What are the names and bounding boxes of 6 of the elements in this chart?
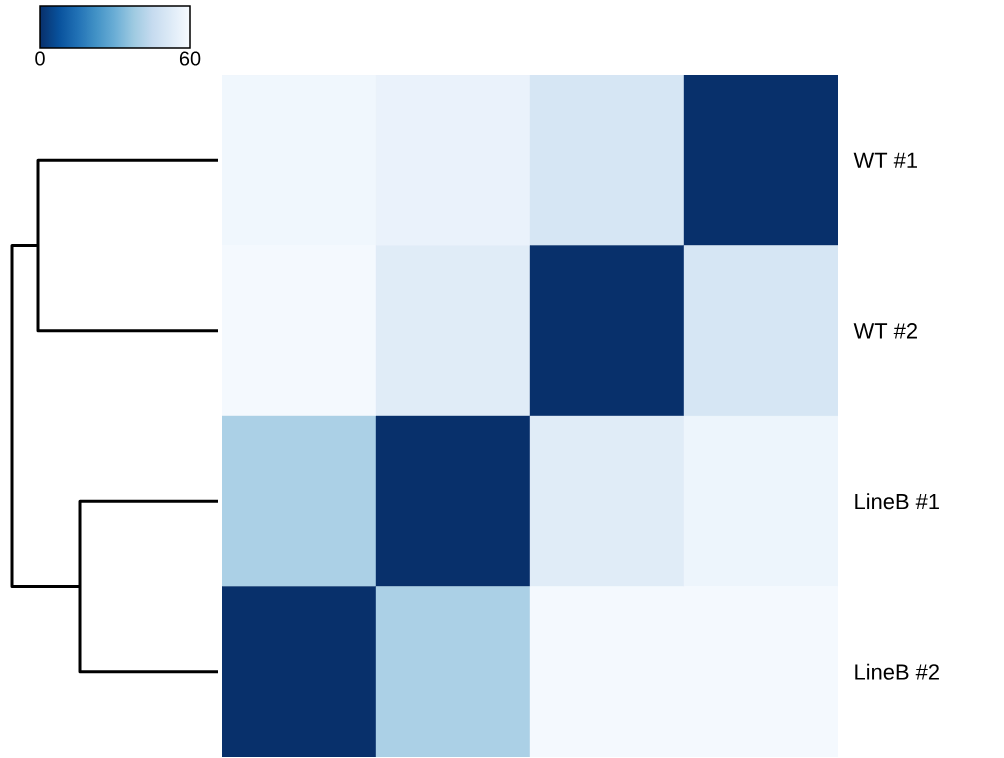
color-bar-label: 0 xyxy=(35,51,45,66)
y-tick-label: WT #1 xyxy=(853,152,917,168)
y-tick-label: LineB #2 xyxy=(855,663,939,680)
y-tick-label: WT #2 xyxy=(853,323,917,339)
color-bar-label: 60 xyxy=(179,51,201,66)
y-tick-label: LineB #1 xyxy=(855,493,939,510)
